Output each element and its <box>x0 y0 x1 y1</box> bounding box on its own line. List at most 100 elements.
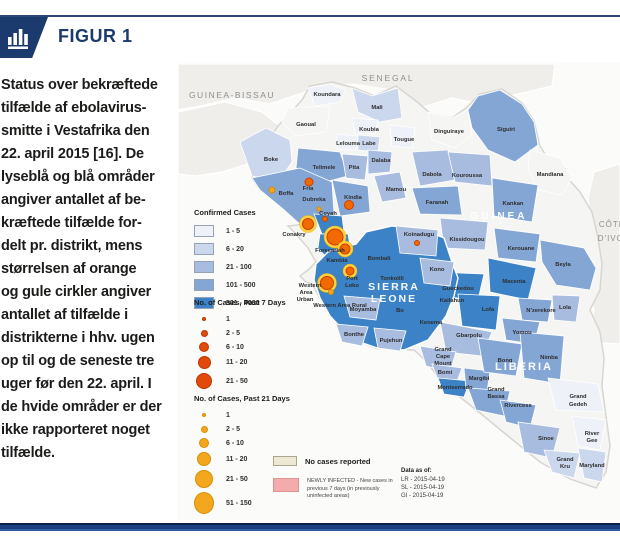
legend-row: 1 <box>194 408 290 422</box>
legend-label: 6 - 10 <box>226 439 244 447</box>
district-label: Mount <box>434 361 451 367</box>
legend-label: 51 - 150 <box>226 499 252 507</box>
legend-newly-infected: NEWLY INFECTED - New cases in previous 7… <box>273 478 393 501</box>
legend-row: 1 - 5 <box>194 222 259 240</box>
guinea-district <box>439 217 489 251</box>
liberia-district <box>571 415 607 451</box>
district-label: Koundara <box>313 92 341 98</box>
case-circle-past7 <box>345 266 355 276</box>
data-as-of-line: GI - 2015-04-19 <box>401 493 444 499</box>
district-label: Cape <box>436 354 451 360</box>
legend-confirmed-cases: Confirmed Cases 1 - 5 6 - 20 21 - 100 101 -… <box>194 208 259 312</box>
district-label: Boke <box>264 157 279 163</box>
legend-dot <box>196 373 212 389</box>
guinea-district <box>389 124 416 149</box>
legend-row: 21 - 50 <box>194 468 290 490</box>
legend-dot-cell <box>194 470 214 488</box>
legend-label: 11 - 20 <box>226 455 248 463</box>
district-label: Dubreka <box>302 197 326 203</box>
case-circle-past7 <box>339 243 351 255</box>
district-label: Coyah <box>319 211 337 217</box>
district-label: Conakry <box>282 232 306 238</box>
legend-dot <box>202 317 206 321</box>
district-label: Port <box>346 276 358 282</box>
district-label: Gbarpolu <box>456 333 482 339</box>
legend-swatch <box>194 261 214 273</box>
legend-row: 6 - 10 <box>194 436 290 450</box>
legend-row: 501 - 4000 <box>194 294 259 312</box>
legend-dot <box>195 470 213 488</box>
legend-row: 2 - 5 <box>194 326 286 340</box>
legend-data-as-of: Data as of: LR - 2015-04-19 SL - 2015-04-… <box>401 468 445 500</box>
guinea-district <box>281 105 331 137</box>
country-label: GUINEA <box>471 211 528 222</box>
legend-dot-cell <box>194 413 214 417</box>
west-africa-map: Koundara Mali Gaoual Koubia Tougue Lelouma Lab… <box>178 63 620 489</box>
legend-dot-cell <box>194 425 214 433</box>
legend-title: Confirmed Cases <box>194 208 256 217</box>
district-label: Bonthe <box>344 332 365 338</box>
district-label: Koubia <box>359 127 379 133</box>
liberia-district <box>457 293 501 331</box>
district-label: Tonkolili <box>380 276 404 282</box>
legend-dot <box>200 425 208 433</box>
no-cases-swatch <box>273 456 297 466</box>
guinea-district <box>539 239 597 291</box>
case-circle-past7 <box>320 276 334 290</box>
district-label: N'zerekore <box>526 308 556 314</box>
legend-title: No. of Cases, Past 7 Days <box>194 298 286 307</box>
figure-badge <box>0 17 48 58</box>
legend-row: 6 - 10 <box>194 340 286 354</box>
guinea-district <box>341 153 369 181</box>
legend-dot <box>200 329 208 337</box>
guinea-district <box>331 179 371 217</box>
liberia-district <box>437 377 471 398</box>
legend-dot-cell <box>194 373 214 389</box>
no-cases-label: No cases reported <box>305 457 371 466</box>
district-label: Margibi <box>469 376 490 382</box>
data-as-of-line: LR - 2015-04-19 <box>401 477 445 483</box>
district-label: Lofa <box>482 307 495 313</box>
district-label: Bo <box>396 308 404 314</box>
guinea-district <box>551 294 581 323</box>
legend-dot-cell <box>194 356 214 369</box>
legend-dot <box>197 452 211 466</box>
case-circle-past7 <box>304 177 314 187</box>
district-label: Pita <box>349 165 360 171</box>
district-label: Nimba <box>540 355 558 361</box>
district-label: Dalaba <box>371 158 391 164</box>
figure-title: FIGUR 1 <box>58 26 133 46</box>
sierra-leone-district <box>373 327 407 352</box>
legend-title: No. of Cases, Past 21 Days <box>194 394 290 403</box>
district-label: Mamou <box>386 187 407 193</box>
guinea-district <box>411 185 463 216</box>
guinea-district <box>335 133 359 151</box>
district-label: Yomou <box>512 330 532 336</box>
district-label: Maryland <box>579 463 605 469</box>
country-label: SENEGAL <box>362 73 415 83</box>
legend-label: 6 - 20 <box>226 245 244 253</box>
sierra-leone-district <box>343 295 381 321</box>
case-circle-past7 <box>302 218 314 230</box>
district-label: Gaoual <box>296 122 316 128</box>
guinea-district <box>351 117 379 135</box>
case-circle-past7 <box>344 200 354 210</box>
district-label: Labe <box>362 141 376 147</box>
legend-label: 6 - 10 <box>226 343 244 351</box>
district-label: Mandiana <box>537 172 565 178</box>
legend-row: 51 - 150 <box>194 490 290 516</box>
data-as-of-title: Data as of: <box>401 468 432 474</box>
district-label: Western Area Rural <box>313 303 367 309</box>
guinea-district <box>527 149 573 196</box>
district-label: Mali <box>371 105 383 111</box>
case-circle-past21 <box>268 186 276 194</box>
district-label: Kankan <box>503 201 524 207</box>
legend-row: 1 <box>194 312 286 326</box>
legend-label: 1 - 5 <box>226 227 241 235</box>
sierra-leone-district <box>335 323 369 347</box>
legend-past-21-days: No. of Cases, Past 21 Days 1 2 - 5 6 - 10 1… <box>194 394 290 516</box>
liberia-district <box>577 447 607 483</box>
newly-infected-label: NEWLY INFECTED - New cases in previous 7… <box>307 478 393 499</box>
legend-swatch <box>194 279 214 291</box>
legend-label: 501 - 4000 <box>226 299 260 307</box>
